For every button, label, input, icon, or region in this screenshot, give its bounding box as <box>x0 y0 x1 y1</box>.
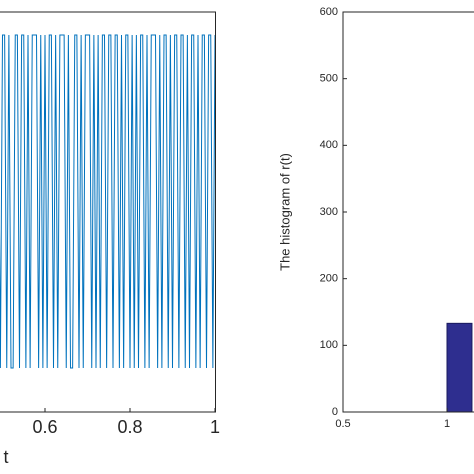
x-tick-label: 1 <box>210 417 220 437</box>
y-tick-label: 0 <box>332 406 338 418</box>
plot-area <box>446 322 473 412</box>
y-tick-label: 100 <box>320 339 338 351</box>
line-series <box>0 34 216 369</box>
y-tick-label: 300 <box>320 206 338 218</box>
x-tick-label: 1 <box>444 418 450 430</box>
x-tick-label: 0.8 <box>117 417 142 437</box>
y-tick-label: 600 <box>320 6 338 18</box>
y-tick-label: 200 <box>320 273 338 285</box>
plot-area <box>0 34 216 369</box>
x-tick-label: 0.5 <box>335 418 350 430</box>
x-axis-label: t <box>3 447 8 467</box>
axes-frame <box>0 11 216 413</box>
x-tick-label: 0.6 <box>32 417 57 437</box>
y-axis-label: The histogram of r(t) <box>277 153 292 271</box>
bar <box>446 322 473 412</box>
y-tick-label: 400 <box>320 139 338 151</box>
y-tick-label: 500 <box>320 73 338 85</box>
